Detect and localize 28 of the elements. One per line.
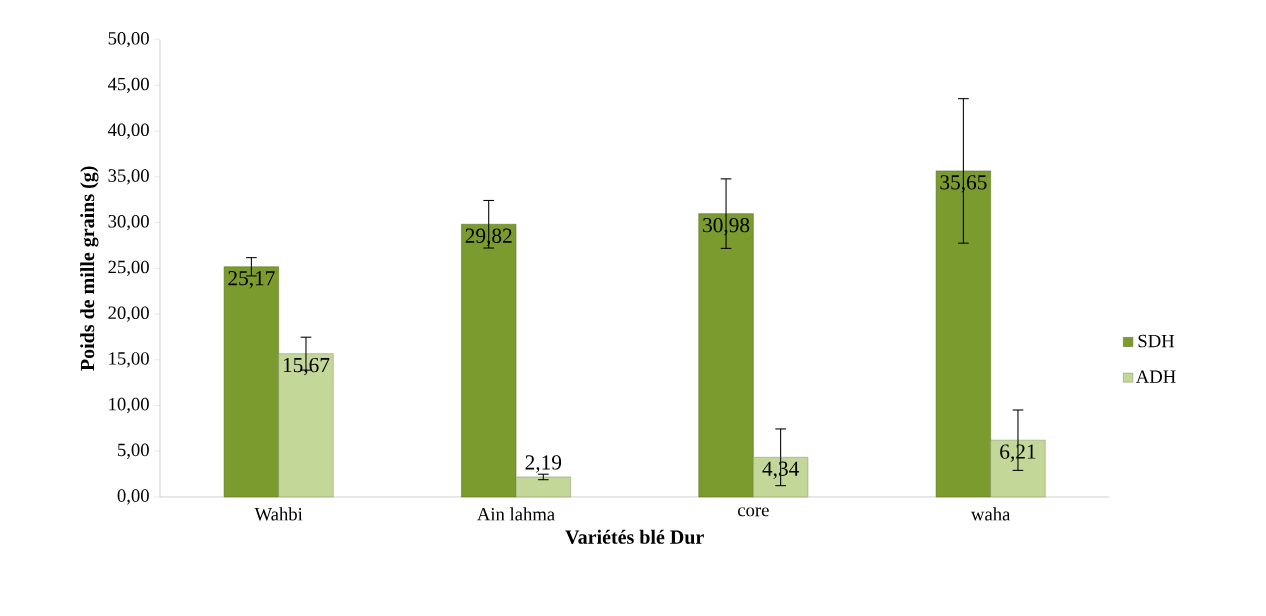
x-tick-label: core [737,507,769,517]
y-tick-label: 40,00 [107,123,149,139]
y-axis-title: Poids de mille grains (g) [80,166,99,371]
bar [223,266,279,498]
legend-label: ADH [1135,370,1176,383]
y-tick-label: 15,00 [109,352,149,368]
data-label: 2,19 [525,455,562,473]
y-tick-label: 50,00 [108,32,149,48]
y-tick-label: 20,00 [108,306,149,322]
y-tick-label: 30,00 [108,214,149,231]
bar [278,353,334,498]
legend-label: SDH [1138,334,1175,348]
y-tick-label: 10,00 [109,397,149,414]
bar [935,170,991,498]
y-tick-label: 0,00 [117,489,149,505]
x-tick-label: Wahbi [254,507,303,521]
bar [515,476,571,498]
y-tick-label: 25,00 [108,260,149,276]
x-tick-label: waha [971,507,1011,521]
data-label: 15,67 [283,357,330,376]
y-tick-label: 35,00 [108,169,149,185]
data-label: 25,17 [228,271,275,289]
x-axis-title: Variétés blé Dur [565,529,704,544]
bar [698,213,754,498]
x-tick-label: Ain lahma [477,507,555,521]
bar [461,223,517,498]
y-tick-label: 45,00 [107,77,149,94]
y-tick-label: 5,00 [118,443,149,459]
